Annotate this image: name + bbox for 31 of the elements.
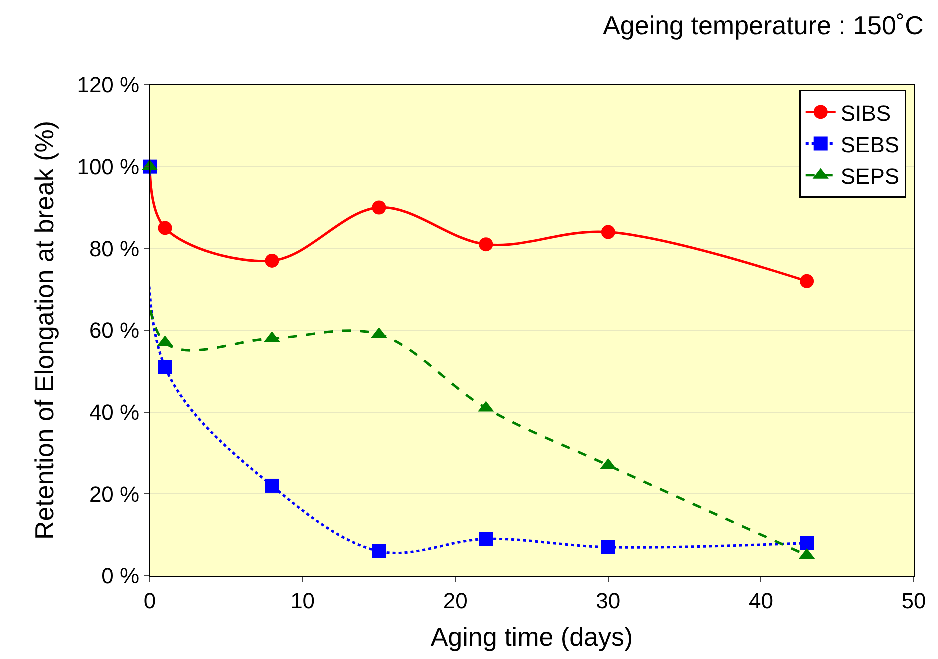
x-tick-label: 0: [144, 588, 156, 614]
y-tick-label: 0 %: [102, 564, 140, 589]
y-tick-label: 120 %: [77, 72, 140, 98]
x-tick-label: 10: [290, 588, 316, 614]
point: [158, 360, 172, 374]
point: [601, 225, 616, 240]
point: [479, 532, 494, 546]
point: [372, 544, 386, 558]
x-axis-title: Aging time (days): [430, 622, 634, 652]
y-tick-label: 20 %: [89, 482, 140, 507]
y-tick-label: 40 %: [89, 400, 140, 426]
point: [800, 274, 814, 288]
point: [265, 478, 280, 493]
x-tick-label: 50: [902, 588, 926, 614]
y-axis-title: Retention of Elongation at break (%): [30, 120, 60, 540]
chart-title: Ageing temperature : 150˚C: [603, 10, 924, 41]
y-tick-label: 100 %: [77, 154, 140, 180]
point: [601, 540, 616, 554]
point: [800, 536, 814, 550]
point: [158, 221, 172, 236]
y-tick-label: 80 %: [89, 236, 140, 262]
point: [479, 238, 494, 252]
point: [372, 200, 386, 215]
legend-label: SEPS: [840, 164, 900, 189]
legend-label: SEBS: [840, 132, 900, 158]
x-tick-label: 40: [748, 588, 774, 614]
y-tick-label: 60 %: [89, 318, 140, 344]
legend-label: SIBS: [840, 100, 891, 126]
x-tick-label: 20: [443, 588, 468, 614]
x-tick-label: 30: [596, 588, 621, 614]
point: [265, 254, 280, 268]
